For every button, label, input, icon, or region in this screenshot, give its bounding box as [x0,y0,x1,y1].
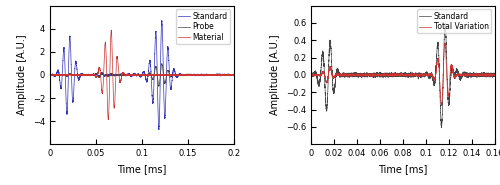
Probe [159,63,165,65]
X-axis label: Time [ms]: Time [ms] [378,164,428,174]
Standard [184,74,190,77]
Probe [156,85,162,87]
Standard [193,73,199,76]
Probe [164,71,170,74]
Line: Material: Material [50,30,234,120]
Standard [164,60,170,62]
Standard [308,74,314,77]
Probe [193,74,199,76]
Total Variation [444,89,450,92]
Line: Total Variation: Total Variation [311,43,495,106]
Material [193,74,199,76]
Standard [444,85,450,87]
Total Variation [417,74,423,76]
Material [106,119,112,121]
Standard [231,74,237,76]
Standard [47,73,53,75]
Line: Standard: Standard [50,20,234,130]
Material [184,74,190,76]
Material [114,59,119,62]
Y-axis label: Amplitude [A.U.]: Amplitude [A.U.] [18,35,28,115]
Total Variation [374,73,380,75]
Probe [114,74,119,76]
Material [231,74,237,76]
Standard [425,74,431,77]
Material [156,74,162,76]
Probe [47,74,53,76]
Total Variation [425,74,431,76]
Standard [159,19,165,21]
Total Variation [438,105,444,107]
Standard [156,128,162,130]
Probe [56,74,62,76]
Probe [156,85,162,87]
Line: Standard: Standard [311,23,495,128]
Standard [438,127,444,129]
Material [108,29,114,31]
Standard [56,74,62,76]
Standard [417,73,423,75]
Material [56,74,62,76]
Standard [442,22,448,25]
Y-axis label: Amplitude [A.U.]: Amplitude [A.U.] [270,35,280,115]
Legend: Standard, Total Variation: Standard, Total Variation [417,9,491,33]
Material [47,74,53,76]
Legend: Standard, Probe, Material: Standard, Probe, Material [176,9,230,44]
Total Variation [442,42,448,44]
Line: Probe: Probe [50,64,234,86]
Standard [454,70,460,73]
X-axis label: Time [ms]: Time [ms] [118,164,166,174]
Standard [318,76,324,78]
Standard [492,74,498,77]
Probe [231,74,237,76]
Probe [184,74,190,76]
Total Variation [492,74,498,77]
Standard [156,128,162,131]
Total Variation [308,74,314,76]
Standard [374,73,380,75]
Material [164,74,170,76]
Total Variation [318,74,324,76]
Total Variation [454,74,460,76]
Standard [114,73,119,75]
